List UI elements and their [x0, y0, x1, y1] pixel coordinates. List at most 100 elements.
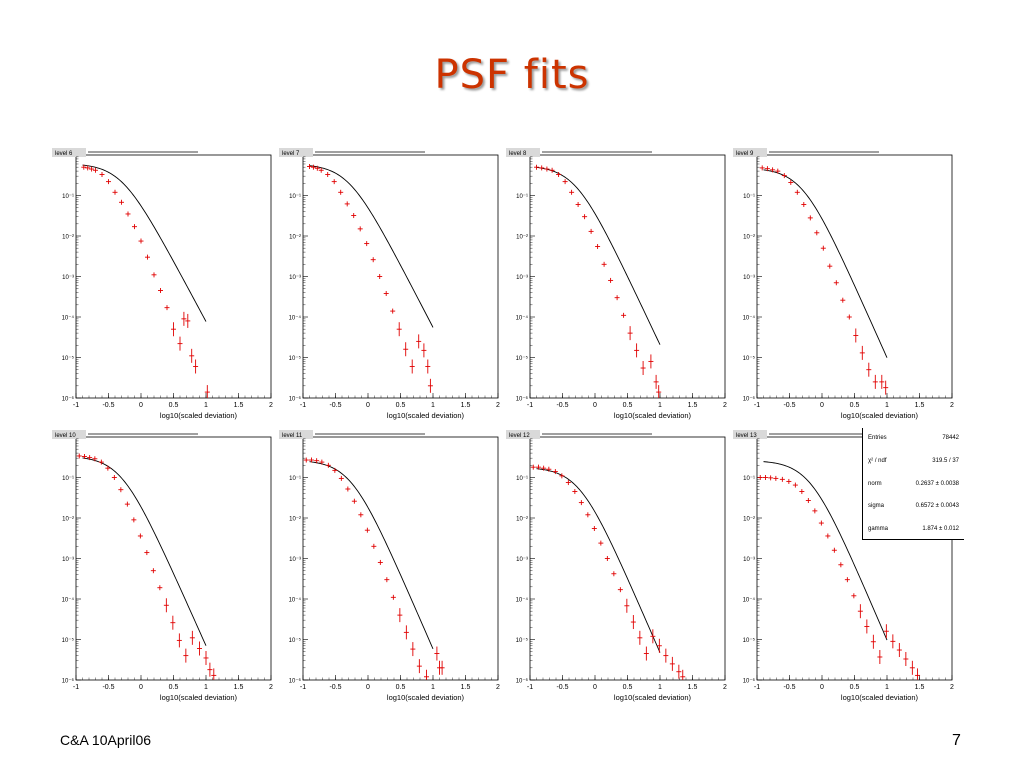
- x-tick-label: 1.5: [688, 684, 698, 691]
- chart-title: level 9: [736, 151, 754, 157]
- x-tick-label: -1: [300, 402, 306, 409]
- x-axis-label: log10(scaled deviation): [614, 411, 692, 420]
- fit-stats-box: Entries 78442 χ² / ndf 319.5 / 37 norm 0…: [862, 428, 964, 540]
- y-tick-label: 10⁻⁴: [743, 315, 756, 322]
- chart-title: level 8: [509, 151, 527, 157]
- x-tick-label: 2: [723, 684, 727, 691]
- y-tick-label: 10⁻²: [62, 235, 74, 241]
- chart-svg: level 12 -1 -0.5 0 0.5 1 1.5 2 10⁻⁶ 10⁻⁵ 10⁻⁴ 10⁻³ 1…: [506, 430, 727, 702]
- x-tick-label: 2: [950, 402, 954, 409]
- x-tick-label: -0.5: [329, 402, 341, 409]
- stats-value: 0.6572 ± 0.0043: [915, 503, 959, 509]
- y-tick-label: 10⁻⁶: [62, 396, 75, 403]
- x-tick-label: 2: [950, 684, 954, 691]
- x-tick-label: 1: [885, 402, 889, 409]
- fit-curve: [536, 468, 661, 653]
- x-tick-label: 0.5: [169, 684, 179, 691]
- x-axis-label: log10(scaled deviation): [614, 693, 692, 702]
- x-tick-label: 1: [658, 402, 662, 409]
- stats-value: 1.874 ± 0.012: [922, 526, 959, 532]
- x-tick-label: -0.5: [783, 684, 795, 691]
- y-tick-label: 10⁻³: [62, 557, 74, 563]
- stats-value: 319.5 / 37: [932, 458, 959, 464]
- x-tick-label: 2: [496, 684, 500, 691]
- y-tick-label: 10⁻³: [516, 557, 528, 563]
- fit-curve: [309, 461, 434, 650]
- chart-title: level 6: [55, 151, 73, 157]
- x-tick-label: 0.5: [169, 402, 179, 409]
- title-box: [506, 430, 540, 439]
- stats-row-chi2: χ² / ndf 319.5 / 37: [863, 458, 964, 468]
- chart-svg: level 11 -1 -0.5 0 0.5 1 1.5 2 10⁻⁶ 10⁻⁵ 10⁻⁴ 10⁻³ 1…: [279, 430, 500, 702]
- y-tick-label: 10⁻³: [516, 275, 528, 281]
- y-tick-label: 10⁻¹: [743, 476, 755, 482]
- y-tick-label: 10⁻³: [62, 275, 74, 281]
- x-tick-label: 1: [204, 684, 208, 691]
- y-tick-label: 10⁻⁶: [289, 396, 302, 403]
- y-tick-label: 10⁻¹: [743, 194, 755, 200]
- x-tick-label: -0.5: [329, 684, 341, 691]
- y-tick-label: 10⁻²: [743, 235, 755, 241]
- chart-title: level 13: [736, 433, 757, 439]
- chart-svg: level 13 -1 -0.5 0 0.5 1 1.5 2 10⁻⁶ 10⁻⁵ 10⁻⁴ 10⁻³ 1…: [733, 430, 954, 702]
- x-tick-label: 1: [431, 684, 435, 691]
- x-tick-label: 0.5: [623, 684, 633, 691]
- x-tick-label: -1: [527, 402, 533, 409]
- y-tick-label: 10⁻¹: [289, 194, 301, 200]
- x-tick-label: 1.5: [915, 684, 925, 691]
- fit-curve: [82, 164, 207, 322]
- y-tick-label: 10⁻⁵: [289, 637, 302, 644]
- y-tick-label: 10⁻⁶: [743, 678, 756, 685]
- x-tick-label: 0.5: [396, 402, 406, 409]
- y-tick-label: 10⁻³: [743, 275, 755, 281]
- x-tick-label: 1.5: [461, 684, 471, 691]
- chart-title: level 7: [282, 151, 300, 157]
- y-tick-label: 10⁻⁵: [62, 355, 75, 362]
- x-tick-label: 1.5: [688, 402, 698, 409]
- chart-panel-level-6: level 6 -1 -0.5 0 0.5 1 1.5 2 10⁻⁶ 10⁻⁵ 10⁻⁴ 10⁻³ 10…: [50, 146, 282, 428]
- chart-panel-level-13: level 13 -1 -0.5 0 0.5 1 1.5 2 10⁻⁶ 10⁻⁵ 10⁻⁴ 10⁻³ 1…: [731, 428, 964, 710]
- x-axis-label: log10(scaled deviation): [841, 411, 919, 420]
- plot-frame: [302, 436, 499, 681]
- chart-title: level 12: [509, 433, 530, 439]
- y-tick-label: 10⁻⁴: [62, 597, 75, 604]
- x-tick-label: 1.5: [234, 684, 244, 691]
- fit-curve: [309, 165, 434, 328]
- stats-label: sigma: [868, 503, 885, 509]
- y-tick-label: 10⁻⁵: [289, 355, 302, 362]
- title-box: [733, 148, 767, 157]
- chart-panel-level-11: level 11 -1 -0.5 0 0.5 1 1.5 2 10⁻⁶ 10⁻⁵ 10⁻⁴ 10⁻³ 1…: [277, 428, 509, 710]
- y-tick-label: 10⁻⁴: [62, 315, 75, 322]
- fit-curve: [763, 461, 888, 641]
- title-box: [506, 148, 540, 157]
- y-tick-label: 10⁻³: [289, 557, 301, 563]
- x-tick-label: -0.5: [556, 402, 568, 409]
- stats-row-gamma: gamma 1.874 ± 0.012: [863, 526, 964, 536]
- stats-label: gamma: [868, 526, 889, 532]
- stats-value: 0.2637 ± 0.0038: [915, 481, 959, 487]
- chart-panel-level-9: level 9 -1 -0.5 0 0.5 1 1.5 2 10⁻⁶ 10⁻⁵ 10⁻⁴ 10⁻³ 10…: [731, 146, 963, 428]
- x-tick-label: -1: [754, 684, 760, 691]
- stats-label: norm: [868, 481, 882, 487]
- stats-row-norm: norm 0.2637 ± 0.0038: [863, 481, 964, 491]
- x-tick-label: 0: [139, 684, 143, 691]
- x-tick-label: 1.5: [234, 402, 244, 409]
- footer-text: C&A 10April06: [60, 732, 152, 748]
- x-tick-label: 0: [366, 684, 370, 691]
- x-tick-label: 1: [204, 402, 208, 409]
- y-tick-label: 10⁻⁶: [516, 678, 529, 685]
- x-tick-label: -0.5: [556, 684, 568, 691]
- chart-svg: level 9 -1 -0.5 0 0.5 1 1.5 2 10⁻⁶ 10⁻⁵ 10⁻⁴ 10⁻³ 10…: [733, 148, 954, 420]
- x-axis-label: log10(scaled deviation): [387, 693, 465, 702]
- fit-curve: [536, 166, 661, 345]
- x-tick-label: 2: [269, 684, 273, 691]
- x-tick-label: 1: [431, 402, 435, 409]
- chart-title: level 10: [55, 433, 76, 439]
- x-tick-label: -0.5: [102, 684, 114, 691]
- x-tick-label: 0: [593, 402, 597, 409]
- x-tick-label: 0: [820, 684, 824, 691]
- y-tick-label: 10⁻⁶: [743, 396, 756, 403]
- fit-curve: [82, 457, 207, 646]
- chart-panel-level-12: level 12 -1 -0.5 0 0.5 1 1.5 2 10⁻⁶ 10⁻⁵ 10⁻⁴ 10⁻³ 1…: [504, 428, 736, 710]
- x-tick-label: 0: [820, 402, 824, 409]
